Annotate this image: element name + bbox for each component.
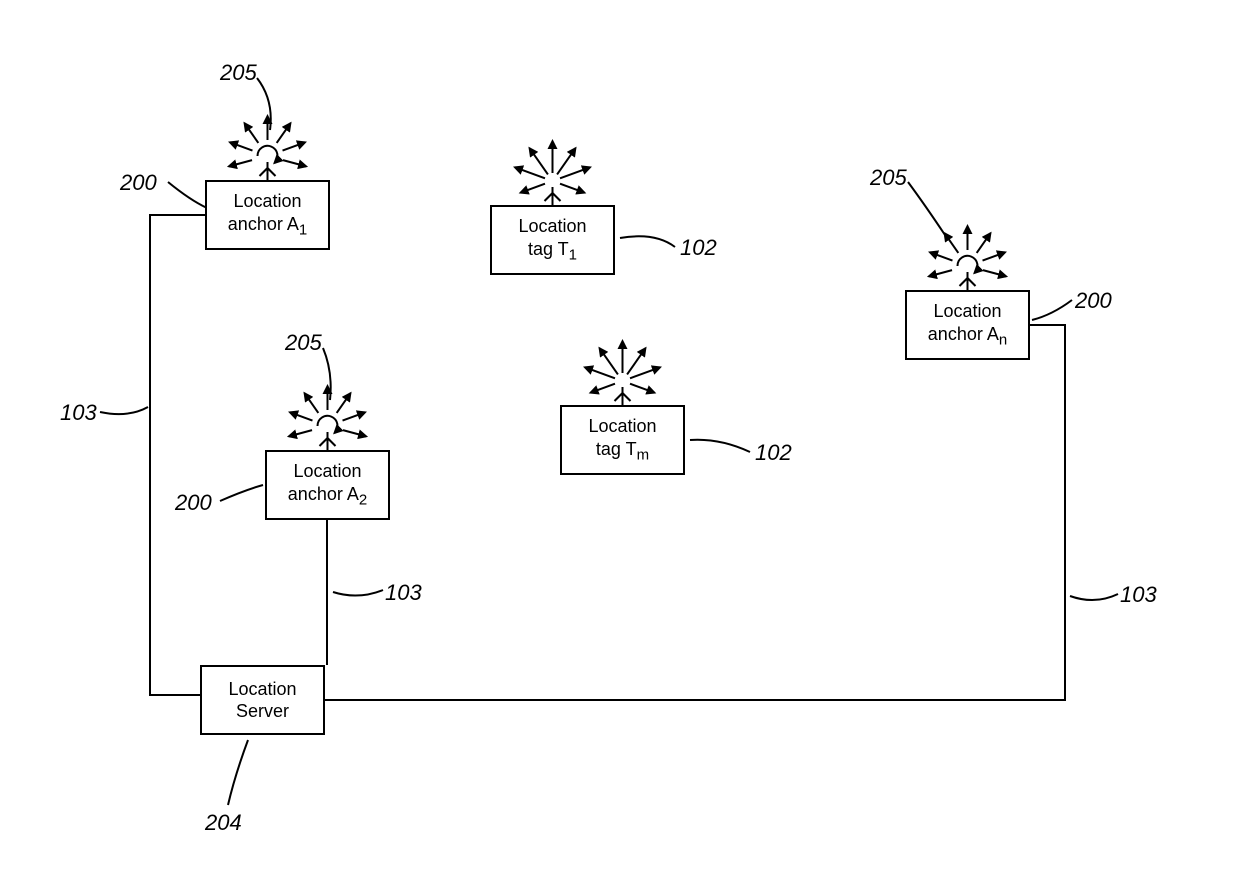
node-label-line2: anchor A2 <box>288 483 367 510</box>
lbl-205-an-leader <box>908 182 945 235</box>
lbl-205-a1-leader <box>257 78 271 130</box>
node-label-line1: Location <box>518 215 586 238</box>
lbl-103-left-leader <box>100 407 148 414</box>
lbl-205-an: 205 <box>870 165 907 191</box>
node-label-line1: Location <box>928 300 1007 323</box>
node-label-line2: tag Tm <box>588 438 656 465</box>
lbl-102-t1-leader <box>620 236 675 247</box>
lbl-102-t1: 102 <box>680 235 717 261</box>
lbl-200-a2-leader <box>220 485 263 501</box>
lbl-103-left: 103 <box>60 400 97 426</box>
lbl-103-right: 103 <box>1120 582 1157 608</box>
node-label-line2: Server <box>228 700 296 723</box>
lbl-204: 204 <box>205 810 242 836</box>
lbl-200-an-leader <box>1032 300 1072 320</box>
lbl-200-a2: 200 <box>175 490 212 516</box>
node-label-line1: Location <box>228 190 307 213</box>
lbl-200-an: 200 <box>1075 288 1112 314</box>
lbl-103-mid-leader <box>333 590 383 596</box>
node-anchor_a2: Locationanchor A2 <box>265 450 390 520</box>
node-label-line2: anchor An <box>928 323 1007 350</box>
lbl-103-mid: 103 <box>385 580 422 606</box>
node-label-line1: Location <box>588 415 656 438</box>
node-label-line1: Location <box>228 678 296 701</box>
node-anchor_a1: Locationanchor A1 <box>205 180 330 250</box>
lbl-204-leader <box>228 740 248 805</box>
node-label-line1: Location <box>288 460 367 483</box>
wire-an-to-server <box>325 325 1065 700</box>
lbl-102-tm: 102 <box>755 440 792 466</box>
wire-a1-to-server <box>150 215 205 695</box>
lbl-200-a1: 200 <box>120 170 157 196</box>
lbl-200-a1-leader <box>168 182 207 208</box>
lbl-205-a1: 205 <box>220 60 257 86</box>
node-anchor_an: Locationanchor An <box>905 290 1030 360</box>
lbl-205-a2: 205 <box>285 330 322 356</box>
lbl-103-right-leader <box>1070 594 1118 600</box>
node-server: LocationServer <box>200 665 325 735</box>
node-label-line2: tag T1 <box>518 238 586 265</box>
lbl-102-tm-leader <box>690 440 750 452</box>
diagram-canvas: Locationanchor A1Locationanchor A2Locati… <box>0 0 1240 881</box>
node-label-line2: anchor A1 <box>228 213 307 240</box>
node-tag_t1: Locationtag T1 <box>490 205 615 275</box>
node-tag_tm: Locationtag Tm <box>560 405 685 475</box>
